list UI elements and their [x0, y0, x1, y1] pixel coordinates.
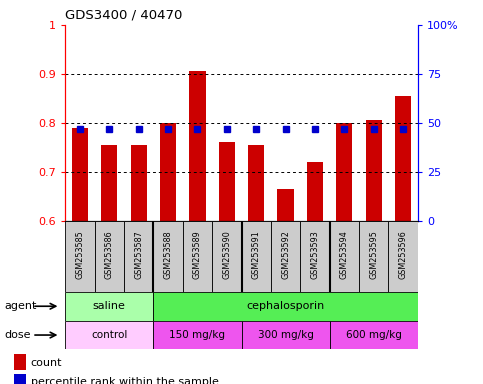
Text: GSM253594: GSM253594 [340, 230, 349, 279]
Bar [329, 221, 359, 292]
Text: cephalosporin: cephalosporin [246, 301, 325, 311]
Text: GSM253588: GSM253588 [164, 230, 172, 279]
Text: count: count [31, 358, 62, 368]
Bar [366, 121, 382, 221]
Bar [271, 221, 300, 292]
Bar [65, 221, 95, 292]
Text: saline: saline [93, 301, 126, 311]
Bar [183, 221, 212, 292]
Bar [72, 128, 88, 221]
Bar [219, 142, 235, 221]
Text: GSM253590: GSM253590 [222, 230, 231, 279]
Bar [395, 96, 411, 221]
Bar [307, 162, 323, 221]
Text: 300 mg/kg: 300 mg/kg [257, 330, 313, 340]
Bar [242, 221, 271, 292]
Text: GSM253592: GSM253592 [281, 230, 290, 279]
Bar [14, 374, 26, 384]
Bar [154, 221, 183, 292]
Bar [65, 321, 154, 349]
Bar [242, 321, 330, 349]
Text: GSM253596: GSM253596 [398, 230, 408, 279]
Bar [336, 123, 353, 221]
Text: agent: agent [5, 301, 37, 311]
Bar [154, 321, 242, 349]
Bar [329, 321, 418, 349]
Text: GSM253586: GSM253586 [105, 230, 114, 279]
Bar [160, 123, 176, 221]
Bar [95, 221, 124, 292]
Bar [359, 221, 388, 292]
Text: 150 mg/kg: 150 mg/kg [170, 330, 226, 340]
Text: 600 mg/kg: 600 mg/kg [346, 330, 402, 340]
Bar [130, 145, 147, 221]
Bar [388, 221, 418, 292]
Bar [248, 145, 264, 221]
Bar [278, 189, 294, 221]
Text: GSM253587: GSM253587 [134, 230, 143, 279]
Bar [65, 292, 154, 321]
Bar [101, 145, 117, 221]
Text: GSM253589: GSM253589 [193, 230, 202, 279]
Text: GSM253591: GSM253591 [252, 230, 261, 279]
Bar [212, 221, 242, 292]
Bar [154, 292, 418, 321]
Text: dose: dose [5, 330, 31, 340]
Bar [124, 221, 154, 292]
Text: GSM253585: GSM253585 [75, 230, 85, 279]
Bar [14, 354, 26, 370]
Text: control: control [91, 330, 128, 340]
Bar [300, 221, 329, 292]
Text: GSM253593: GSM253593 [311, 230, 319, 279]
Text: GSM253595: GSM253595 [369, 230, 378, 279]
Text: GDS3400 / 40470: GDS3400 / 40470 [65, 8, 183, 21]
Text: percentile rank within the sample: percentile rank within the sample [31, 377, 219, 384]
Bar [189, 71, 205, 221]
